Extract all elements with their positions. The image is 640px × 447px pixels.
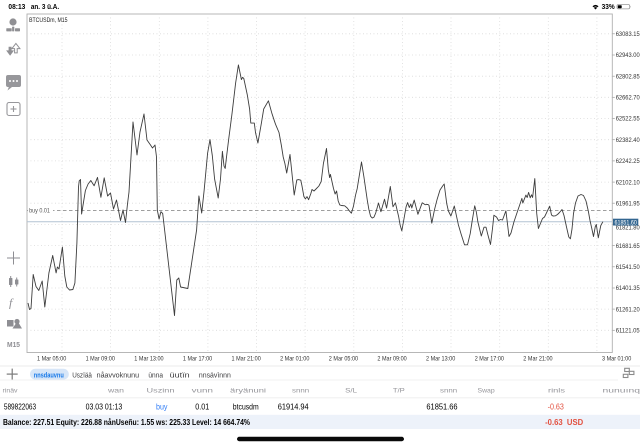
svg-text:-0.63: -0.63 xyxy=(548,402,564,411)
svg-text:1 Mar 05:00: 1 Mar 05:00 xyxy=(37,356,67,362)
svg-text:03.03 01:13: 03.03 01:13 xyxy=(86,402,123,411)
svg-text:rinls: rinls xyxy=(548,387,566,394)
svg-text:2 Mar 13:00: 2 Mar 13:00 xyxy=(426,356,456,362)
svg-text:1 Mar 17:00: 1 Mar 17:00 xyxy=(183,356,213,362)
svg-text:1 Mar 13:00: 1 Mar 13:00 xyxy=(134,356,164,362)
svg-text:buy: buy xyxy=(156,402,168,411)
svg-text:ùnna: ùnna xyxy=(148,372,163,379)
svg-text:3 Mar 01:00: 3 Mar 01:00 xyxy=(602,356,632,362)
svg-text:589822063: 589822063 xyxy=(4,402,36,411)
svg-text:62662.70: 62662.70 xyxy=(616,95,640,102)
svg-text:snnn: snnn xyxy=(440,387,457,394)
svg-text:08:13: 08:13 xyxy=(8,4,25,11)
svg-text:2 Mar 17:00: 2 Mar 17:00 xyxy=(475,356,505,362)
svg-text:btcusdm: btcusdm xyxy=(233,402,259,411)
svg-text:Swap: Swap xyxy=(478,387,495,394)
svg-text:62382.40: 62382.40 xyxy=(616,137,640,144)
svg-text:Uszïää: Uszïää xyxy=(72,372,92,379)
svg-text:62522.55: 62522.55 xyxy=(616,116,640,123)
svg-text:nåavvoknunu: nåavvoknunu xyxy=(97,371,140,379)
svg-text:61821.80: 61821.80 xyxy=(616,224,640,231)
svg-text:wan: wan xyxy=(107,387,125,394)
svg-text:62242.25: 62242.25 xyxy=(616,158,640,165)
svg-text:61121.05: 61121.05 xyxy=(616,328,640,335)
svg-text:S/L: S/L xyxy=(345,387,357,394)
svg-text:T/P: T/P xyxy=(393,387,405,394)
svg-text:nnsdauvnu: nnsdauvnu xyxy=(34,372,64,379)
svg-text:nunuınq: nunuınq xyxy=(603,387,640,394)
svg-text:BTCUSDm, M15: BTCUSDm, M15 xyxy=(29,17,68,24)
svg-text:62102.10: 62102.10 xyxy=(616,179,640,186)
svg-text:0.01: 0.01 xyxy=(195,402,209,411)
svg-text:33%: 33% xyxy=(602,4,616,11)
svg-text:61681.65: 61681.65 xyxy=(616,243,640,250)
svg-text:nnsävìnnn: nnsävìnnn xyxy=(199,372,231,379)
svg-text:61261.20: 61261.20 xyxy=(616,306,640,313)
svg-text:1 Mar 09:00: 1 Mar 09:00 xyxy=(86,356,116,362)
svg-text:62802.85: 62802.85 xyxy=(616,73,640,80)
svg-text:61961.95: 61961.95 xyxy=(616,200,640,207)
svg-text:1 Mar 21:00: 1 Mar 21:00 xyxy=(232,356,262,362)
svg-text:61914.94: 61914.94 xyxy=(278,402,310,411)
svg-text:2 Mar 01:00: 2 Mar 01:00 xyxy=(280,356,310,362)
svg-text:vunn: vunn xyxy=(192,387,214,394)
svg-text:Uszinn: Uszinn xyxy=(147,387,175,394)
svg-text:2 Mar 21:00: 2 Mar 21:00 xyxy=(523,356,553,362)
svg-text:61401.35: 61401.35 xyxy=(616,285,640,292)
svg-text:an. 3 ü.A.: an. 3 ü.A. xyxy=(31,4,59,11)
svg-text:2 Mar 09:00: 2 Mar 09:00 xyxy=(377,356,407,362)
svg-text:61541.50: 61541.50 xyxy=(616,264,640,271)
svg-text:61851.66: 61851.66 xyxy=(426,402,457,411)
svg-text:63083.15: 63083.15 xyxy=(616,31,640,38)
svg-text:Balance: 227.51 Equity: 226.88: Balance: 227.51 Equity: 226.88 nånUseñu:… xyxy=(3,418,250,427)
svg-text:äryänuni: äryänuni xyxy=(230,387,267,394)
svg-text:buy 0.01: buy 0.01 xyxy=(29,208,50,214)
svg-text:üutïn: üutïn xyxy=(170,372,190,379)
svg-text:61851.60: 61851.60 xyxy=(615,220,638,226)
svg-text:2 Mar 05:00: 2 Mar 05:00 xyxy=(329,356,359,362)
svg-text:snnn: snnn xyxy=(292,387,309,394)
svg-text:62943.00: 62943.00 xyxy=(616,52,640,59)
svg-text:rinäv: rinäv xyxy=(3,387,19,394)
svg-text:M15: M15 xyxy=(7,342,20,349)
svg-text:f: f xyxy=(9,296,14,310)
svg-text:-0.63 USD: -0.63 USD xyxy=(545,418,583,427)
